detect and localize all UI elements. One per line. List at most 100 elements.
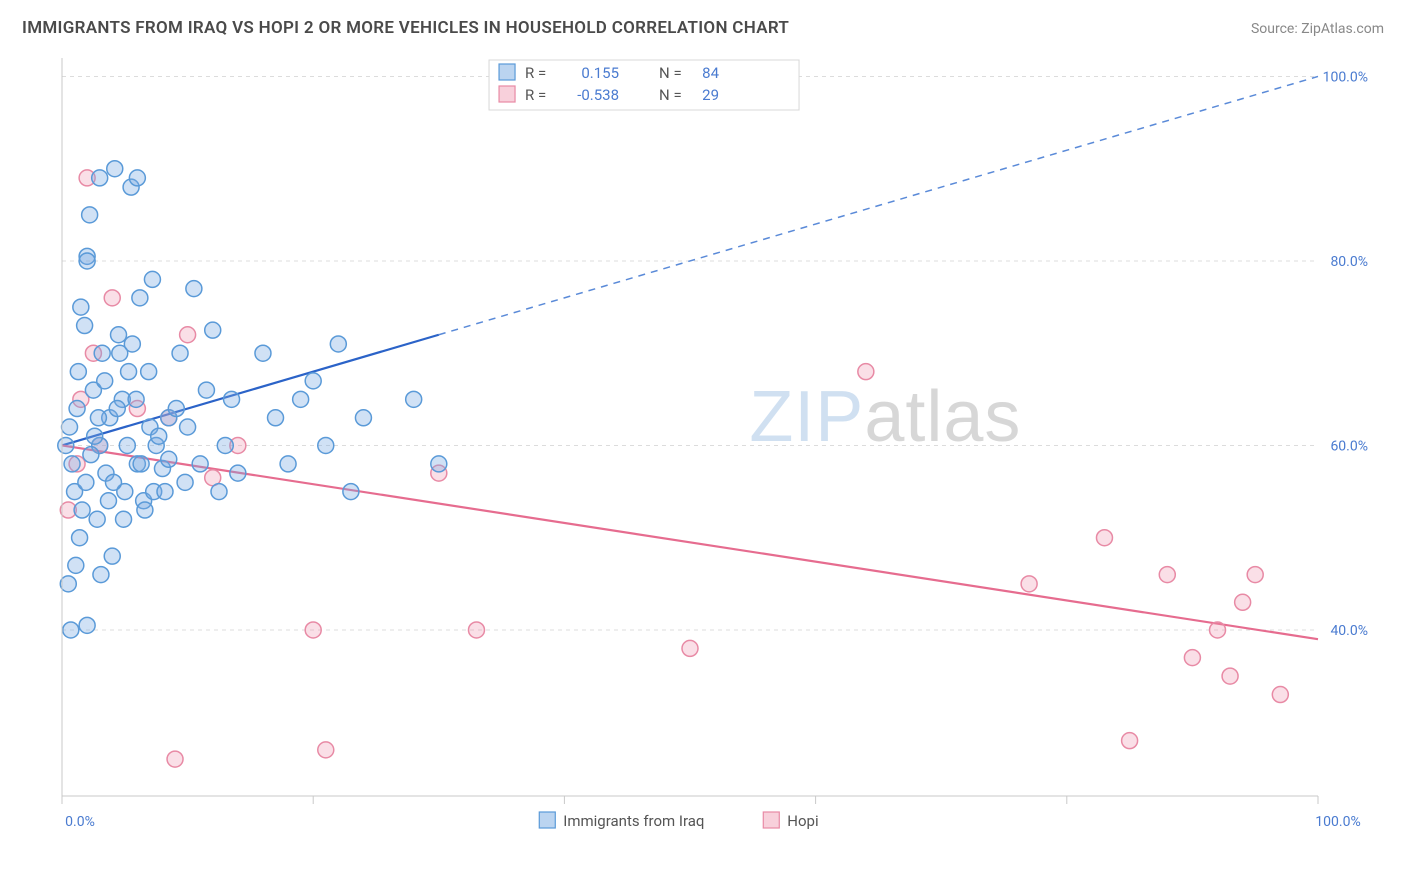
data-point [144,271,160,287]
data-point [186,281,202,297]
data-point [79,617,95,633]
data-point [79,253,95,269]
data-point [93,567,109,583]
data-point [343,484,359,500]
data-point [280,456,296,472]
data-point [468,622,484,638]
data-point [318,437,334,453]
legend-swatch [499,86,515,102]
data-point [104,548,120,564]
data-point [128,391,144,407]
data-point [180,327,196,343]
data-point [97,373,113,389]
data-point [69,401,85,417]
data-point [109,401,125,417]
data-point [406,391,422,407]
y-tick-label: 100.0% [1323,69,1368,85]
data-point [141,364,157,380]
data-point [129,170,145,186]
data-point [94,345,110,361]
data-point [132,290,148,306]
y-tick-label: 60.0% [1330,438,1368,454]
data-point [124,336,140,352]
data-point [330,336,346,352]
data-point [192,456,208,472]
legend-swatch [763,812,779,828]
chart-title: IMMIGRANTS FROM IRAQ VS HOPI 2 OR MORE V… [22,18,789,38]
legend-n-value: 84 [702,64,719,82]
legend-n-label: N = [659,86,682,104]
source-label: Source: ZipAtlas.com [1251,21,1384,37]
legend-swatch [539,812,555,828]
legend-swatch [499,64,515,80]
data-point [211,484,227,500]
legend-label: Immigrants from Iraq [563,812,704,830]
data-point [224,391,240,407]
data-point [858,364,874,380]
trend-line-blue-dash [439,76,1318,334]
data-point [63,622,79,638]
data-point [168,401,184,417]
data-point [78,474,94,490]
data-point [82,207,98,223]
data-point [68,557,84,573]
data-point [100,493,116,509]
data-point [255,345,271,361]
data-point [293,391,309,407]
data-point [167,751,183,767]
data-point [90,410,106,426]
data-point [1021,576,1037,592]
data-point [1222,668,1238,684]
y-tick-label: 80.0% [1330,254,1368,270]
legend-r-value: 0.155 [581,64,619,82]
legend-r-label: R = [525,64,546,82]
data-point [133,456,149,472]
data-point [305,373,321,389]
data-point [70,364,86,380]
data-point [105,474,121,490]
data-point [104,290,120,306]
data-point [72,530,88,546]
legend-n-value: 29 [702,86,719,104]
data-point [217,437,233,453]
data-point [431,456,447,472]
data-point [116,511,132,527]
data-point [1159,567,1175,583]
data-point [60,576,76,592]
x-tick-label: 0.0% [65,814,95,830]
data-point [305,622,321,638]
legend-label: Hopi [787,812,818,830]
data-point [682,640,698,656]
data-point [1247,567,1263,583]
legend-n-label: N = [659,64,682,82]
data-point [198,382,214,398]
trend-line-pink [62,445,1318,639]
data-point [77,318,93,334]
data-point [177,474,193,490]
data-point [157,484,173,500]
data-point [73,299,89,315]
scatter-plot: 40.0%60.0%80.0%100.0%ZIPatlas0.0%100.0%2… [50,50,1376,832]
data-point [180,419,196,435]
legend-r-label: R = [525,86,546,104]
data-point [58,437,74,453]
watermark: ZIPatlas [749,377,1021,457]
data-point [268,410,284,426]
data-point [161,451,177,467]
data-point [92,170,108,186]
data-point [172,345,188,361]
data-point [1235,594,1251,610]
data-point [119,437,135,453]
data-point [1210,622,1226,638]
data-point [121,364,137,380]
data-point [62,419,78,435]
data-point [1122,733,1138,749]
data-point [1096,530,1112,546]
data-point [1184,650,1200,666]
chart-area: 40.0%60.0%80.0%100.0%ZIPatlas0.0%100.0%2… [50,50,1376,832]
data-point [151,428,167,444]
x-tick-label: 100.0% [1315,814,1360,830]
legend-r-value: -0.538 [577,86,619,104]
data-point [89,511,105,527]
data-point [137,502,153,518]
